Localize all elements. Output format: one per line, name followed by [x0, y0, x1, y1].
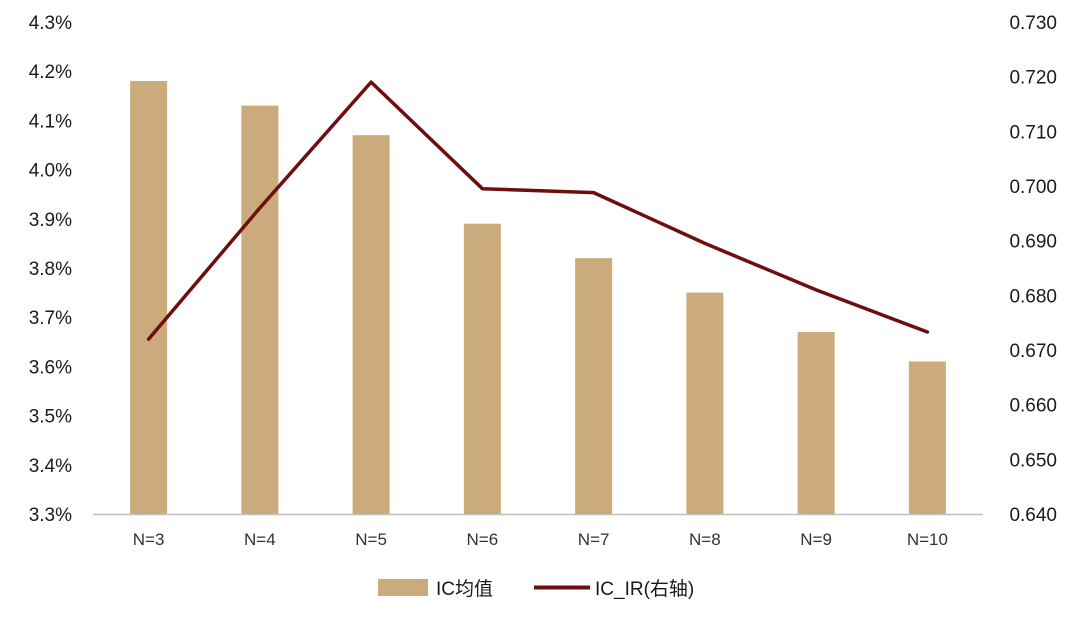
line-series — [146, 80, 930, 341]
y-right-tick-label: 0.670 — [1009, 341, 1057, 362]
legend: IC均值 IC_IR(右轴) — [378, 578, 694, 600]
y-left-tick-label: 3.8% — [29, 259, 72, 280]
bar — [575, 258, 613, 514]
y-left-tick-label: 4.1% — [29, 111, 72, 132]
y-left-tick-label: 4.3% — [29, 13, 72, 34]
y-right-tick-label: 0.690 — [1009, 232, 1057, 253]
y-left-tick-label: 3.9% — [29, 210, 72, 231]
bar — [130, 81, 168, 514]
ic-ir-line — [146, 80, 930, 341]
bar — [686, 292, 724, 514]
y-left-tick-label: 3.7% — [29, 308, 72, 329]
bar — [352, 135, 390, 514]
x-tick-label: N=7 — [578, 530, 610, 549]
legend-swatch-bar — [378, 579, 428, 596]
y-right-tick-label: 0.720 — [1009, 68, 1057, 89]
x-tick-label: N=10 — [907, 530, 948, 549]
legend-label-bar: IC均值 — [436, 578, 493, 600]
legend-label-line: IC_IR(右轴) — [595, 578, 694, 600]
bar-series — [130, 81, 946, 514]
y-left-tick-label: 3.4% — [29, 456, 72, 477]
bar — [908, 361, 946, 514]
axes: 3.3% 3.4% 3.5% 3.6% 3.7% 3.8% 3.9% 4.0% 4.1% 4.2%… — [29, 13, 1057, 549]
bar — [463, 223, 501, 514]
y-right-tick-label: 0.700 — [1009, 177, 1057, 198]
x-tick-label: N=9 — [800, 530, 832, 549]
y-right-tick-label: 0.730 — [1009, 13, 1057, 34]
bar — [797, 331, 835, 514]
y-left-tick-label: 3.3% — [29, 505, 72, 526]
x-tick-label: N=4 — [244, 530, 276, 549]
x-tick-label: N=6 — [467, 530, 499, 549]
y-left-tick-label: 4.0% — [29, 161, 72, 182]
bar — [241, 105, 279, 514]
y-right-tick-label: 0.640 — [1009, 505, 1057, 526]
y-left-tick-label: 3.6% — [29, 357, 72, 378]
y-right-tick-label: 0.710 — [1009, 122, 1057, 143]
y-right-tick-label: 0.660 — [1009, 396, 1057, 417]
x-tick-label: N=5 — [355, 530, 387, 549]
y-right-tick-label: 0.650 — [1009, 450, 1057, 471]
y-left-tick-label: 4.2% — [29, 62, 72, 83]
y-right-tick-label: 0.680 — [1009, 286, 1057, 307]
x-tick-label: N=3 — [133, 530, 165, 549]
x-tick-label: N=8 — [689, 530, 721, 549]
y-left-tick-label: 3.5% — [29, 407, 72, 428]
